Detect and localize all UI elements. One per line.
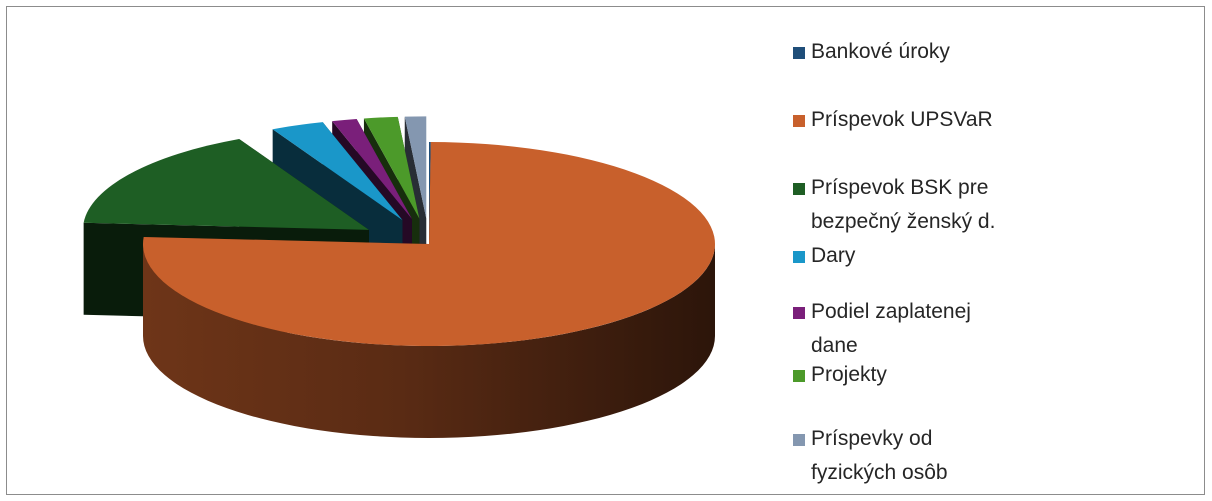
legend-item: Príspevok UPSVaR <box>793 107 993 137</box>
pie-slice-3 <box>83 138 369 230</box>
legend-swatch <box>793 183 805 195</box>
pie-slice-1 <box>429 142 431 244</box>
legend-item: Projekty <box>793 362 887 392</box>
legend-item: Dary <box>793 243 855 273</box>
legend-swatch <box>793 434 805 446</box>
legend-label: Podiel zaplatenej dane <box>811 300 971 357</box>
legend-item: Podiel zaplatenej dane <box>793 299 971 363</box>
legend-swatch <box>793 47 805 59</box>
pie-slice-7 <box>404 116 427 219</box>
pie-tops <box>83 116 715 346</box>
legend-label: Bankové úroky <box>811 40 950 63</box>
legend-swatch <box>793 115 805 127</box>
pie-slice-6 <box>363 116 420 219</box>
legend-label: Príspevok BSK pre bezpečný ženský d. <box>811 176 996 233</box>
legend-swatch <box>793 307 805 319</box>
pie-slice-4 <box>272 122 403 221</box>
legend-label: Príspevky od fyzických osôb <box>811 427 948 484</box>
legend-label: Projekty <box>811 363 887 386</box>
pie-slice-side-2 <box>143 244 715 438</box>
legend-label: Príspevok UPSVaR <box>811 108 993 131</box>
legend-item: Príspevky od fyzických osôb <box>793 426 948 490</box>
pie-slice-2 <box>142 142 715 346</box>
legend-swatch <box>793 251 805 263</box>
legend-item: Bankové úroky <box>793 39 950 69</box>
legend-item: Príspevok BSK pre bezpečný ženský d. <box>793 175 995 239</box>
legend-swatch <box>793 370 805 382</box>
pie-chart <box>83 116 715 438</box>
chart-frame: Bankové úroky Príspevok UPSVaR Príspevok B… <box>6 6 1205 495</box>
pie-slice-5 <box>332 118 412 220</box>
legend-label: Dary <box>811 244 856 267</box>
